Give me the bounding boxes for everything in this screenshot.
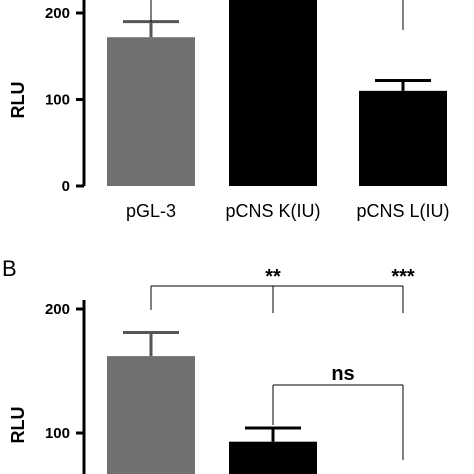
panel-b-significance: ** ***ns [150, 266, 415, 460]
panel-a-y-axis-label: RLU [8, 82, 28, 119]
panel-b-significance-label: ns [331, 363, 354, 385]
panel-a-bar [359, 90, 447, 186]
panel-b-y-tick-label: 100 [45, 425, 70, 442]
panel-b-significance-label: ** [265, 266, 281, 288]
panel-b-y-ticks: 100 200 [45, 301, 84, 442]
panel-b-y-axis-label: RLU [8, 407, 28, 444]
panel-a-significance [150, 0, 404, 30]
panel-b-bars [107, 331, 317, 474]
panel-a-bars [107, 0, 447, 186]
panel-a-bar [229, 0, 317, 186]
panel-b-significance-label: *** [391, 266, 415, 288]
panel-b-y-tick-label: 200 [45, 301, 70, 318]
panel-b-bar [107, 356, 195, 474]
panel-a-category-label: pCNS K(IU) [225, 201, 320, 221]
panel-a-bar [107, 37, 195, 186]
panel-a-category-label: pCNS L(IU) [356, 201, 449, 221]
panel-a-y-ticks: 0 100 200 [45, 5, 84, 195]
panel-a-y-tick-label: 100 [45, 92, 70, 109]
panel-a-y-tick-label: 200 [45, 5, 70, 22]
panel-a-y-tick-label: 0 [62, 178, 70, 195]
panel-b-label: B [2, 256, 17, 281]
panel-a-category-labels: pGL-3 pCNS K(IU) pCNS L(IU) [126, 201, 450, 221]
panel-b-bar [229, 441, 317, 474]
panel-a: RLU 0 100 200 pGL-3 pCNS K(IU) pCNS L(IU) [8, 0, 450, 221]
panel-a-category-label: pGL-3 [126, 201, 176, 221]
